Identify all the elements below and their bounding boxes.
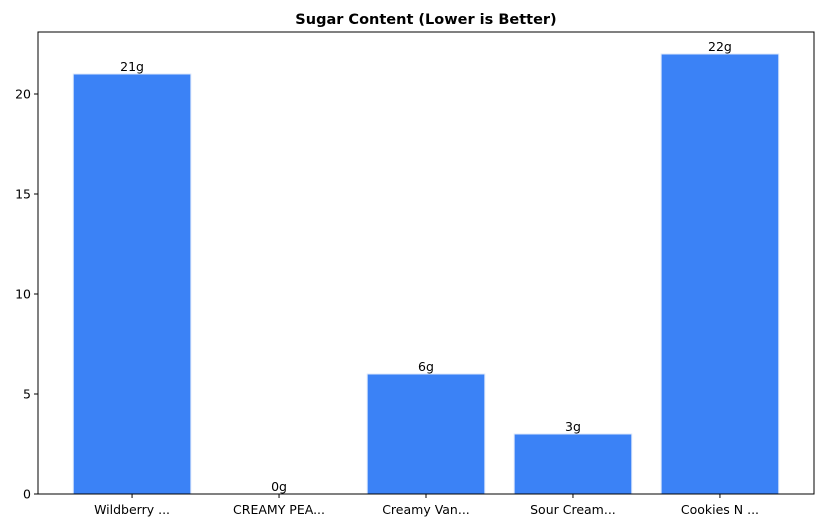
data-label: 0g	[271, 479, 287, 494]
data-label: 6g	[418, 359, 434, 374]
bar	[72, 73, 192, 495]
bar	[366, 373, 486, 495]
bar	[660, 53, 780, 495]
chart-title: Sugar Content (Lower is Better)	[295, 12, 556, 28]
data-label: 3g	[565, 419, 581, 434]
x-tick-label: Sour Cream...	[530, 502, 616, 517]
x-tick-label: Creamy Van...	[382, 502, 470, 517]
data-label: 21g	[120, 59, 144, 74]
x-tick-label: Wildberry ...	[94, 502, 170, 517]
y-tick-label: 0	[23, 487, 31, 502]
plot-frame	[37, 31, 815, 495]
x-tick-label: Cookies N ...	[681, 502, 759, 517]
x-tick-label: CREAMY PEA...	[233, 502, 325, 517]
y-tick-label: 20	[15, 87, 31, 102]
y-tick-label: 5	[23, 387, 31, 402]
bar	[513, 433, 633, 495]
data-label: 22g	[708, 39, 732, 54]
y-tick-label: 15	[15, 187, 31, 202]
y-tick-label: 10	[15, 287, 31, 302]
